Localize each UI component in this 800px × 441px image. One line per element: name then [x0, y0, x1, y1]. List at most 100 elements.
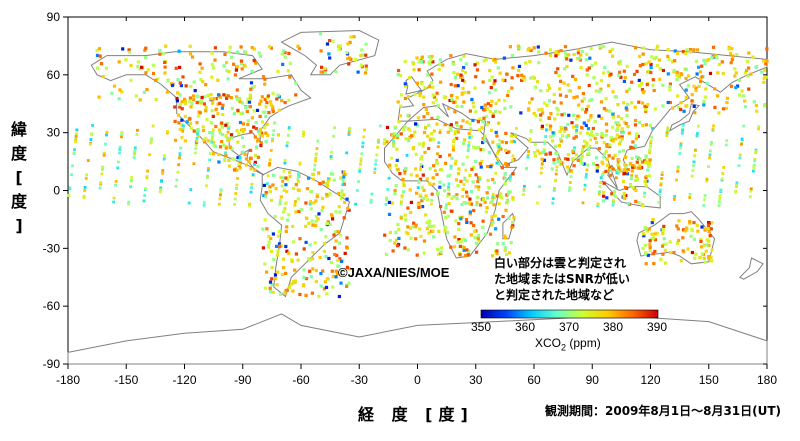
sounding-point [277, 242, 282, 246]
sounding-point [347, 131, 351, 134]
sounding-point [124, 58, 128, 62]
sounding-point [209, 97, 213, 101]
sounding-point [253, 163, 256, 166]
sounding-point [400, 200, 403, 204]
sounding-point [474, 75, 478, 79]
sounding-point [311, 223, 315, 227]
sounding-point [178, 81, 182, 85]
sounding-point [482, 148, 485, 151]
sounding-point [383, 138, 387, 142]
sounding-point [183, 139, 187, 143]
sounding-point [227, 158, 231, 163]
sounding-point [397, 68, 401, 73]
sounding-point [176, 170, 180, 174]
sounding-point [453, 75, 458, 79]
sounding-point [560, 113, 564, 117]
sounding-point [577, 56, 581, 60]
sounding-point [605, 129, 609, 133]
sounding-point [464, 168, 468, 172]
sounding-point [705, 243, 709, 247]
sounding-point [238, 120, 243, 125]
sounding-point [672, 198, 676, 201]
sounding-point [637, 54, 642, 58]
sounding-point [236, 140, 240, 144]
sounding-point [445, 231, 450, 235]
sounding-point [421, 144, 425, 148]
sounding-point [649, 139, 653, 143]
sounding-point [291, 289, 295, 293]
sounding-point [154, 97, 158, 102]
sounding-point [709, 255, 713, 259]
sounding-point [738, 156, 742, 160]
sounding-point [425, 198, 430, 202]
sounding-point [592, 76, 596, 80]
sounding-point [699, 80, 703, 84]
sounding-point [461, 68, 465, 72]
sounding-point [259, 141, 263, 145]
sounding-point [297, 209, 301, 214]
sounding-point [148, 153, 151, 157]
sounding-point [467, 146, 470, 150]
sounding-point [481, 219, 485, 223]
sounding-point [250, 182, 254, 186]
sounding-point [576, 158, 580, 162]
sounding-point [329, 213, 334, 217]
sounding-point [469, 233, 473, 237]
sounding-point [529, 48, 533, 53]
sounding-point [105, 130, 109, 134]
sounding-point [632, 165, 636, 169]
sounding-point [752, 166, 756, 170]
sounding-point [468, 173, 472, 177]
sounding-point [451, 148, 455, 152]
sounding-point [248, 202, 251, 206]
sounding-point [187, 201, 191, 205]
sounding-point [324, 285, 329, 289]
sounding-point [312, 173, 316, 177]
sounding-point [317, 171, 321, 175]
sounding-point [158, 190, 162, 193]
sounding-point [334, 239, 338, 243]
sounding-point [353, 57, 358, 62]
sounding-point [101, 165, 105, 169]
sounding-point [318, 182, 322, 186]
sounding-point [258, 127, 262, 132]
sounding-point [273, 121, 277, 125]
sounding-point [359, 63, 363, 67]
sounding-point [547, 99, 552, 103]
sounding-point [743, 71, 748, 75]
sounding-point [594, 89, 598, 93]
sounding-point [742, 94, 746, 98]
sounding-point [95, 53, 100, 57]
sounding-point [434, 98, 438, 102]
sounding-point [554, 54, 558, 58]
sounding-point [459, 179, 463, 183]
sounding-point [671, 106, 675, 110]
sounding-point [360, 152, 364, 156]
sounding-point [363, 71, 368, 75]
sounding-point [258, 132, 262, 136]
sounding-point [408, 129, 412, 132]
sounding-point [442, 95, 446, 99]
sounding-point [471, 101, 475, 105]
colorbar-label-sub: 2 [561, 342, 567, 353]
sounding-point [526, 153, 530, 157]
sounding-point [694, 252, 698, 256]
sounding-point [581, 201, 585, 205]
sounding-point [403, 60, 407, 64]
sounding-point [579, 156, 583, 160]
sounding-point [449, 82, 453, 87]
sounding-point [616, 121, 620, 125]
sounding-point [584, 110, 588, 114]
sounding-point [329, 157, 333, 160]
sounding-point [259, 143, 263, 148]
sounding-point [709, 143, 713, 146]
sounding-point [730, 47, 734, 51]
sounding-point [474, 110, 478, 114]
sounding-point [449, 167, 453, 170]
sounding-point [625, 64, 629, 68]
sounding-point [487, 185, 491, 189]
sounding-point [747, 51, 751, 55]
sounding-point [453, 132, 457, 136]
sounding-point [450, 196, 454, 200]
sounding-point [661, 68, 665, 73]
